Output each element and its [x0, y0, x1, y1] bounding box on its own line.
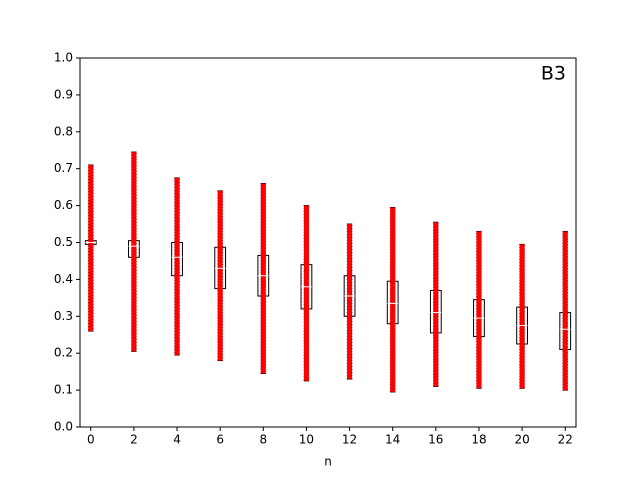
x-axis-label: n	[324, 455, 332, 469]
x-tick-label: 8	[259, 433, 267, 447]
points-strip	[476, 231, 482, 389]
points-strip	[217, 190, 223, 361]
x-tick-label: 18	[471, 433, 486, 447]
x-tick-label: 16	[428, 433, 443, 447]
y-tick-label: 0.9	[54, 87, 73, 101]
y-tick-label: 1.0	[54, 51, 73, 65]
x-tick-label: 0	[87, 433, 95, 447]
x-tick-label: 22	[558, 433, 573, 447]
points-strip	[87, 164, 94, 332]
y-tick-label: 0.7	[54, 161, 73, 175]
points-strip	[433, 221, 439, 387]
y-tick-label: 0.4	[54, 272, 73, 286]
y-tick-label: 0.3	[54, 309, 73, 323]
x-tick-label: 6	[216, 433, 224, 447]
y-tick-label: 0.8	[54, 124, 73, 138]
x-tick-label: 12	[342, 433, 357, 447]
points-strip	[346, 223, 353, 380]
points-strip	[131, 151, 137, 352]
x-tick-label: 14	[385, 433, 400, 447]
plot	[84, 151, 572, 393]
y-tick-label: 0.1	[54, 383, 73, 397]
y-tick-label: 0.6	[54, 198, 73, 212]
y-tick-label: 0.0	[54, 420, 73, 434]
x-tick-label: 4	[173, 433, 181, 447]
annotation: B3	[541, 63, 566, 85]
points-strip	[519, 244, 525, 389]
points-strip	[389, 207, 396, 393]
x-tick-label: 2	[130, 433, 138, 447]
points-strip	[174, 177, 180, 356]
points-strip	[260, 183, 267, 374]
points-strip	[303, 205, 310, 382]
y-tick-label: 0.5	[54, 235, 73, 249]
x-tick-label: 10	[299, 433, 314, 447]
x-tick-label: 20	[514, 433, 529, 447]
points-strip	[562, 231, 569, 391]
y-tick-label: 0.2	[54, 346, 73, 360]
